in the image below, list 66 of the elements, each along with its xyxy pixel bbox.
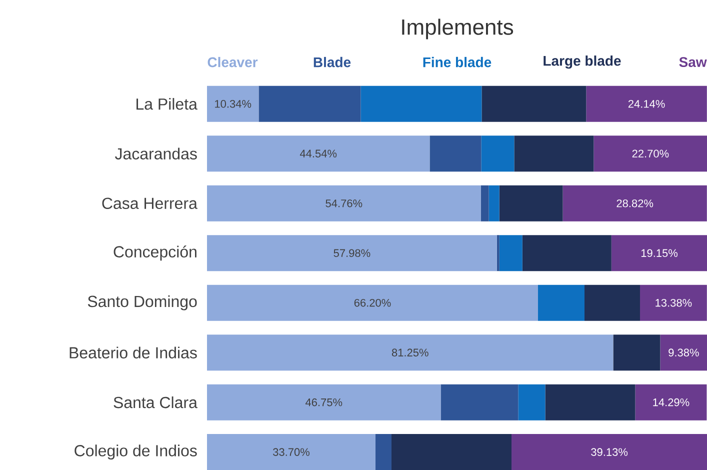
y-tick-label: Santa Clara bbox=[114, 396, 198, 408]
y-tick-label: Beaterio de Indias bbox=[70, 346, 197, 358]
bar bbox=[207, 334, 614, 371]
data-label: 39.13% bbox=[591, 448, 628, 456]
bar bbox=[482, 86, 586, 122]
y-tick-label: Jacarandas bbox=[115, 148, 197, 160]
bar bbox=[518, 384, 546, 420]
bar bbox=[207, 86, 259, 122]
data-label: 14.29% bbox=[653, 398, 690, 406]
series-label: Large blade bbox=[544, 56, 621, 69]
bar bbox=[611, 235, 707, 272]
bar bbox=[594, 136, 707, 172]
bar bbox=[635, 384, 707, 420]
bar bbox=[207, 185, 481, 222]
bar bbox=[562, 185, 707, 222]
bar bbox=[499, 185, 563, 222]
y-tick-label: Casa Herrera bbox=[102, 198, 198, 210]
bar bbox=[660, 334, 707, 371]
bar bbox=[392, 434, 512, 470]
bar bbox=[584, 284, 640, 321]
bar bbox=[514, 136, 594, 172]
bar bbox=[440, 384, 518, 420]
chart-title: Implements bbox=[402, 18, 514, 40]
y-tick-label: Santo Domingo bbox=[88, 295, 197, 310]
bar bbox=[586, 86, 707, 122]
bar bbox=[512, 434, 707, 470]
data-label: 46.75% bbox=[305, 398, 342, 406]
bar bbox=[430, 136, 482, 172]
data-label: 33.70% bbox=[273, 448, 310, 456]
bar bbox=[207, 284, 538, 321]
y-tick-label: Concepción bbox=[114, 246, 196, 261]
data-label: 66.20% bbox=[354, 298, 391, 307]
series-label: Fine blade bbox=[423, 56, 492, 68]
bar bbox=[207, 235, 497, 272]
y-tick-label: La Pileta bbox=[136, 98, 198, 110]
bar bbox=[522, 235, 612, 272]
bar bbox=[207, 384, 441, 420]
bar bbox=[545, 384, 636, 420]
series-label: Cleaver bbox=[208, 56, 258, 68]
data-label: 81.25% bbox=[392, 348, 428, 356]
data-label: 10.34% bbox=[215, 100, 252, 108]
bar bbox=[207, 434, 376, 470]
bar bbox=[481, 136, 514, 172]
bar bbox=[499, 235, 522, 272]
bar bbox=[480, 185, 489, 222]
data-label: 44.54% bbox=[300, 150, 337, 158]
bar bbox=[258, 86, 361, 122]
bar bbox=[613, 334, 660, 371]
data-label: 22.70% bbox=[632, 150, 669, 158]
bar bbox=[360, 86, 482, 122]
data-label: 24.14% bbox=[628, 100, 665, 108]
data-label: 19.15% bbox=[641, 249, 678, 257]
series-label: Blade bbox=[314, 56, 351, 68]
data-label: 28.82% bbox=[616, 199, 654, 208]
y-tick-label: Colegio de Indios bbox=[74, 444, 197, 460]
bar bbox=[207, 136, 430, 172]
series-label: Saw bbox=[679, 57, 707, 68]
data-label: 54.76% bbox=[326, 199, 362, 208]
bar bbox=[640, 284, 707, 321]
bar bbox=[538, 284, 584, 321]
data-label: 9.38% bbox=[668, 348, 699, 356]
bar bbox=[376, 434, 392, 470]
bar bbox=[496, 235, 500, 272]
bar bbox=[488, 185, 500, 222]
data-label: 57.98% bbox=[334, 249, 370, 257]
data-label: 13.38% bbox=[656, 298, 692, 307]
